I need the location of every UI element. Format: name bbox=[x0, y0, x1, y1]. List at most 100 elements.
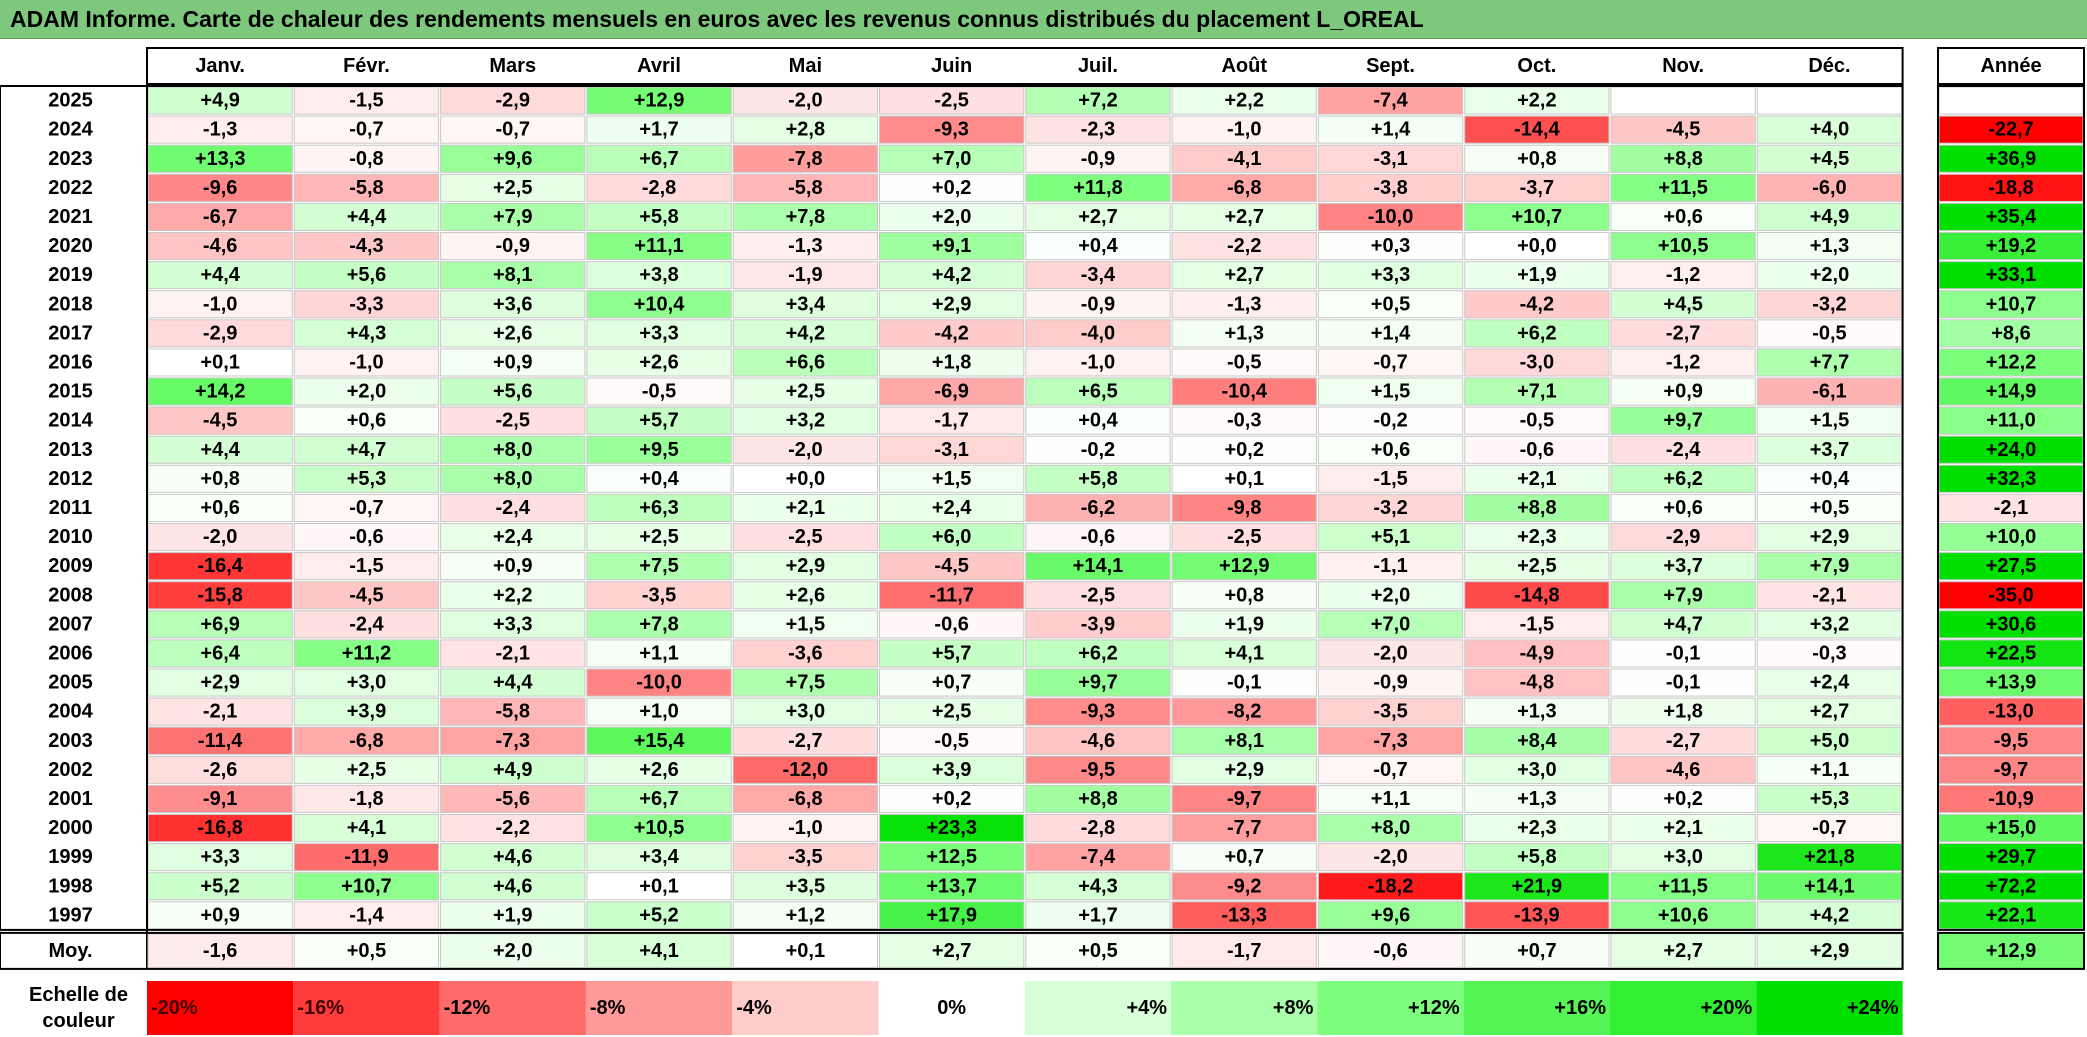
heatmap-cell bbox=[586, 144, 732, 173]
heatmap-cell-value: +4,2 bbox=[1810, 904, 1849, 926]
heatmap-cell-value: +5,8 bbox=[639, 206, 678, 228]
heatmap-cell bbox=[1756, 86, 1903, 115]
row-year-label: 2006 bbox=[48, 642, 93, 664]
heatmap-cell-value: +0,6 bbox=[200, 497, 239, 519]
heatmap-cell bbox=[1317, 872, 1464, 901]
heatmap-cell-value: +7,9 bbox=[493, 206, 532, 228]
heatmap-cell-value: -0,7 bbox=[349, 119, 383, 141]
heatmap-cell-value: +4,2 bbox=[786, 322, 825, 344]
heatmap-cell bbox=[586, 173, 732, 202]
heatmap-cell-value: +1,7 bbox=[639, 119, 678, 141]
heatmap-cell bbox=[1317, 726, 1464, 755]
average-cell bbox=[1610, 933, 1756, 969]
heatmap-cell bbox=[586, 552, 732, 581]
heatmap-cell bbox=[293, 319, 440, 348]
heatmap-cell-value: +11,1 bbox=[634, 235, 684, 257]
heatmap-cell bbox=[440, 581, 586, 610]
scale-swatch bbox=[293, 981, 440, 1035]
heatmap-cell-value: +0,4 bbox=[1078, 410, 1118, 432]
heatmap-cell-value: +10,7 bbox=[1512, 206, 1563, 228]
row-year-label: 2004 bbox=[48, 701, 93, 723]
heatmap-cell-value: +6,2 bbox=[1517, 322, 1556, 344]
heatmap-cell-value: +8,8 bbox=[1078, 788, 1117, 810]
row-year-label: 2016 bbox=[48, 351, 93, 373]
scale-swatch-label: 0% bbox=[937, 997, 966, 1019]
heatmap-cell-value: +2,9 bbox=[1225, 759, 1264, 781]
row-year-label: 2015 bbox=[48, 381, 93, 403]
row-year-label: 1999 bbox=[48, 846, 93, 868]
heatmap-cell bbox=[879, 348, 1025, 377]
average-cell-value: +0,1 bbox=[786, 940, 825, 962]
heatmap-cell bbox=[879, 290, 1025, 319]
annual-average-value: +12,9 bbox=[1986, 940, 2037, 962]
heatmap-cell-value: +3,3 bbox=[639, 322, 678, 344]
scale-swatch bbox=[732, 981, 879, 1035]
heatmap-cell bbox=[1317, 144, 1464, 173]
heatmap-cell bbox=[1317, 173, 1464, 202]
heatmap-cell-value: +5,6 bbox=[347, 264, 386, 286]
annual-cell bbox=[1938, 232, 2084, 261]
heatmap-cell bbox=[879, 697, 1025, 726]
heatmap-cell bbox=[1610, 697, 1756, 726]
heatmap-cell-value: -2,7 bbox=[788, 730, 822, 752]
scale-swatch-label: -4% bbox=[736, 997, 772, 1019]
heatmap-cell-value: -1,5 bbox=[1520, 613, 1554, 635]
heatmap-cell-value: -0,8 bbox=[349, 148, 383, 170]
heatmap-cell bbox=[293, 726, 440, 755]
heatmap-cell-value: -1,0 bbox=[349, 351, 383, 373]
heatmap-cell bbox=[1610, 435, 1756, 464]
heatmap-cell-value: +1,5 bbox=[932, 468, 971, 490]
heatmap-cell bbox=[1025, 697, 1171, 726]
heatmap-cell bbox=[732, 697, 879, 726]
annual-cell bbox=[1938, 435, 2084, 464]
heatmap-cell-value: +2,2 bbox=[1517, 90, 1556, 112]
heatmap-cell-value: +4,7 bbox=[1663, 613, 1702, 635]
heatmap-cell bbox=[1025, 523, 1171, 552]
heatmap-cell-value: +2,6 bbox=[493, 322, 532, 344]
heatmap-cell bbox=[1610, 261, 1756, 290]
heatmap-cell-value: +1,3 bbox=[1517, 788, 1556, 810]
heatmap-cell-value: -0,6 bbox=[349, 526, 383, 548]
heatmap-cell-value: -1,3 bbox=[1227, 293, 1261, 315]
heatmap-cell-value: -1,3 bbox=[788, 235, 822, 257]
heatmap-cell bbox=[1171, 377, 1317, 406]
heatmap-cell-value: +0,3 bbox=[1371, 235, 1410, 257]
heatmap-cell-value: -2,4 bbox=[349, 613, 384, 635]
heatmap-cell-value: +2,1 bbox=[786, 497, 825, 519]
heatmap-cell bbox=[879, 232, 1025, 261]
heatmap-cell bbox=[440, 144, 586, 173]
annual-cell bbox=[1938, 784, 2084, 814]
heatmap-cell bbox=[1317, 639, 1464, 668]
month-header: Juil. bbox=[1078, 55, 1118, 77]
heatmap-cell-value: +3,9 bbox=[347, 701, 386, 723]
annual-cell-value: -22,7 bbox=[1988, 119, 2034, 141]
heatmap-cell-value: -1,5 bbox=[1373, 468, 1407, 490]
heatmap-cell bbox=[1317, 115, 1464, 144]
heatmap-cell bbox=[147, 755, 293, 784]
row-year-label: 2008 bbox=[48, 584, 93, 606]
heatmap-cell-value: +17,9 bbox=[926, 904, 977, 926]
heatmap-cell-value: +2,7 bbox=[1225, 206, 1264, 228]
heatmap-cell bbox=[586, 464, 732, 493]
heatmap-cell-value: +3,3 bbox=[493, 613, 532, 635]
heatmap-cell-value: -0,2 bbox=[1081, 439, 1115, 461]
heatmap-cell-value: +6,9 bbox=[200, 613, 239, 635]
heatmap-cell-value: -0,5 bbox=[642, 381, 676, 403]
heatmap-cell bbox=[1171, 552, 1317, 581]
heatmap-cell-value: -4,5 bbox=[349, 584, 383, 606]
heatmap-cell-value: +2,4 bbox=[493, 526, 533, 548]
heatmap-cell bbox=[1025, 726, 1171, 755]
heatmap-cell-value: +14,1 bbox=[1073, 555, 1124, 577]
heatmap-cell bbox=[1025, 464, 1171, 493]
heatmap-cell bbox=[1025, 493, 1171, 522]
heatmap-cell-value: +8,4 bbox=[1517, 730, 1557, 752]
row-year-label: 2020 bbox=[48, 235, 93, 257]
heatmap-cell-value: +0,6 bbox=[1663, 206, 1702, 228]
heatmap-cell-value: +3,4 bbox=[639, 846, 679, 868]
heatmap-cell-value: +4,4 bbox=[493, 672, 533, 694]
heatmap-cell bbox=[732, 202, 879, 231]
heatmap-cell-value: -2,7 bbox=[1666, 322, 1700, 344]
heatmap-cell-value: -4,5 bbox=[203, 410, 237, 432]
heatmap-cell-value: +8,8 bbox=[1517, 497, 1556, 519]
heatmap-cell-value: -3,9 bbox=[1081, 613, 1115, 635]
